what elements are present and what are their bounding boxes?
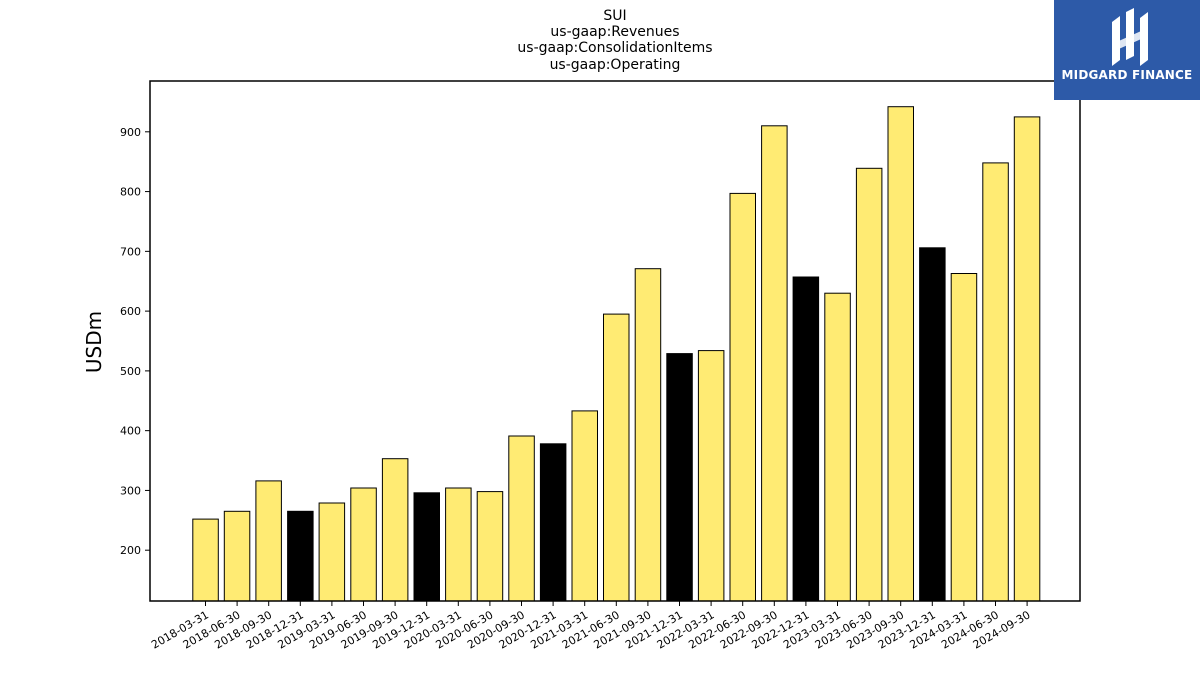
title-line-2: us-gaap:Revenues [550, 24, 679, 40]
brand-logo: MIDGARD FINANCE [1054, 0, 1200, 100]
bar-2019-12-31 [413, 492, 440, 602]
bar-2018-12-31 [287, 510, 314, 602]
title-line-3: us-gaap:ConsolidationItems [517, 40, 712, 56]
bar-2020-03-31 [445, 487, 472, 602]
bar-2022-12-31 [792, 276, 820, 602]
y-tick-label: 200 [120, 544, 141, 557]
bar-2018-06-30 [223, 510, 251, 602]
bar-2023-06-30 [855, 167, 883, 602]
bar-2019-03-31 [318, 502, 346, 602]
y-tick-label: 700 [120, 245, 141, 258]
brand-name: MIDGARD FINANCE [1061, 68, 1193, 82]
title-line-1: SUI [603, 8, 626, 24]
y-tick-label: 900 [120, 126, 141, 139]
bar-2019-09-30 [381, 458, 409, 602]
bar-2018-09-30 [255, 480, 282, 602]
bar-2021-06-30 [603, 313, 630, 602]
y-tick-label: 600 [120, 305, 141, 318]
bar-2020-12-31 [539, 443, 567, 602]
bar-2019-06-30 [350, 487, 377, 602]
bar-2022-03-31 [697, 350, 725, 602]
chart-title: SUI us-gaap:Revenues us-gaap:Consolidati… [517, 8, 712, 73]
bar-2024-03-31 [950, 273, 978, 602]
y-tick-label: 400 [120, 425, 141, 438]
bar-2022-06-30 [729, 192, 756, 602]
y-axis-ticks: 200 300 400 500 600 700 800 900 [120, 126, 150, 557]
y-tick-label: 300 [120, 484, 141, 497]
title-line-4: us-gaap:Operating [550, 57, 681, 73]
y-tick-label: 800 [120, 186, 141, 199]
bar-2018-03-31 [192, 518, 219, 602]
midgard-logo-icon [1112, 8, 1148, 66]
plot-frame [149, 80, 1081, 602]
y-axis-label: USDm [82, 311, 106, 373]
bar-2021-03-31 [571, 410, 598, 602]
bar-2024-06-30 [982, 162, 1009, 602]
bar-2022-09-30 [761, 125, 788, 602]
x-axis-ticks: 2018-03-312018-06-302018-09-302018-12-31… [149, 601, 1033, 652]
bar-2021-12-31 [666, 353, 693, 602]
bar-2020-09-30 [508, 435, 535, 602]
bar-2024-09-30 [1013, 116, 1041, 602]
y-tick-label: 500 [120, 365, 141, 378]
bar-2023-09-30 [887, 106, 914, 602]
bar-2023-12-31 [919, 247, 946, 602]
bar-2023-03-31 [824, 292, 851, 602]
bar-2020-06-30 [476, 491, 504, 602]
bar-2021-09-30 [634, 268, 662, 602]
bars-group [192, 106, 1041, 602]
